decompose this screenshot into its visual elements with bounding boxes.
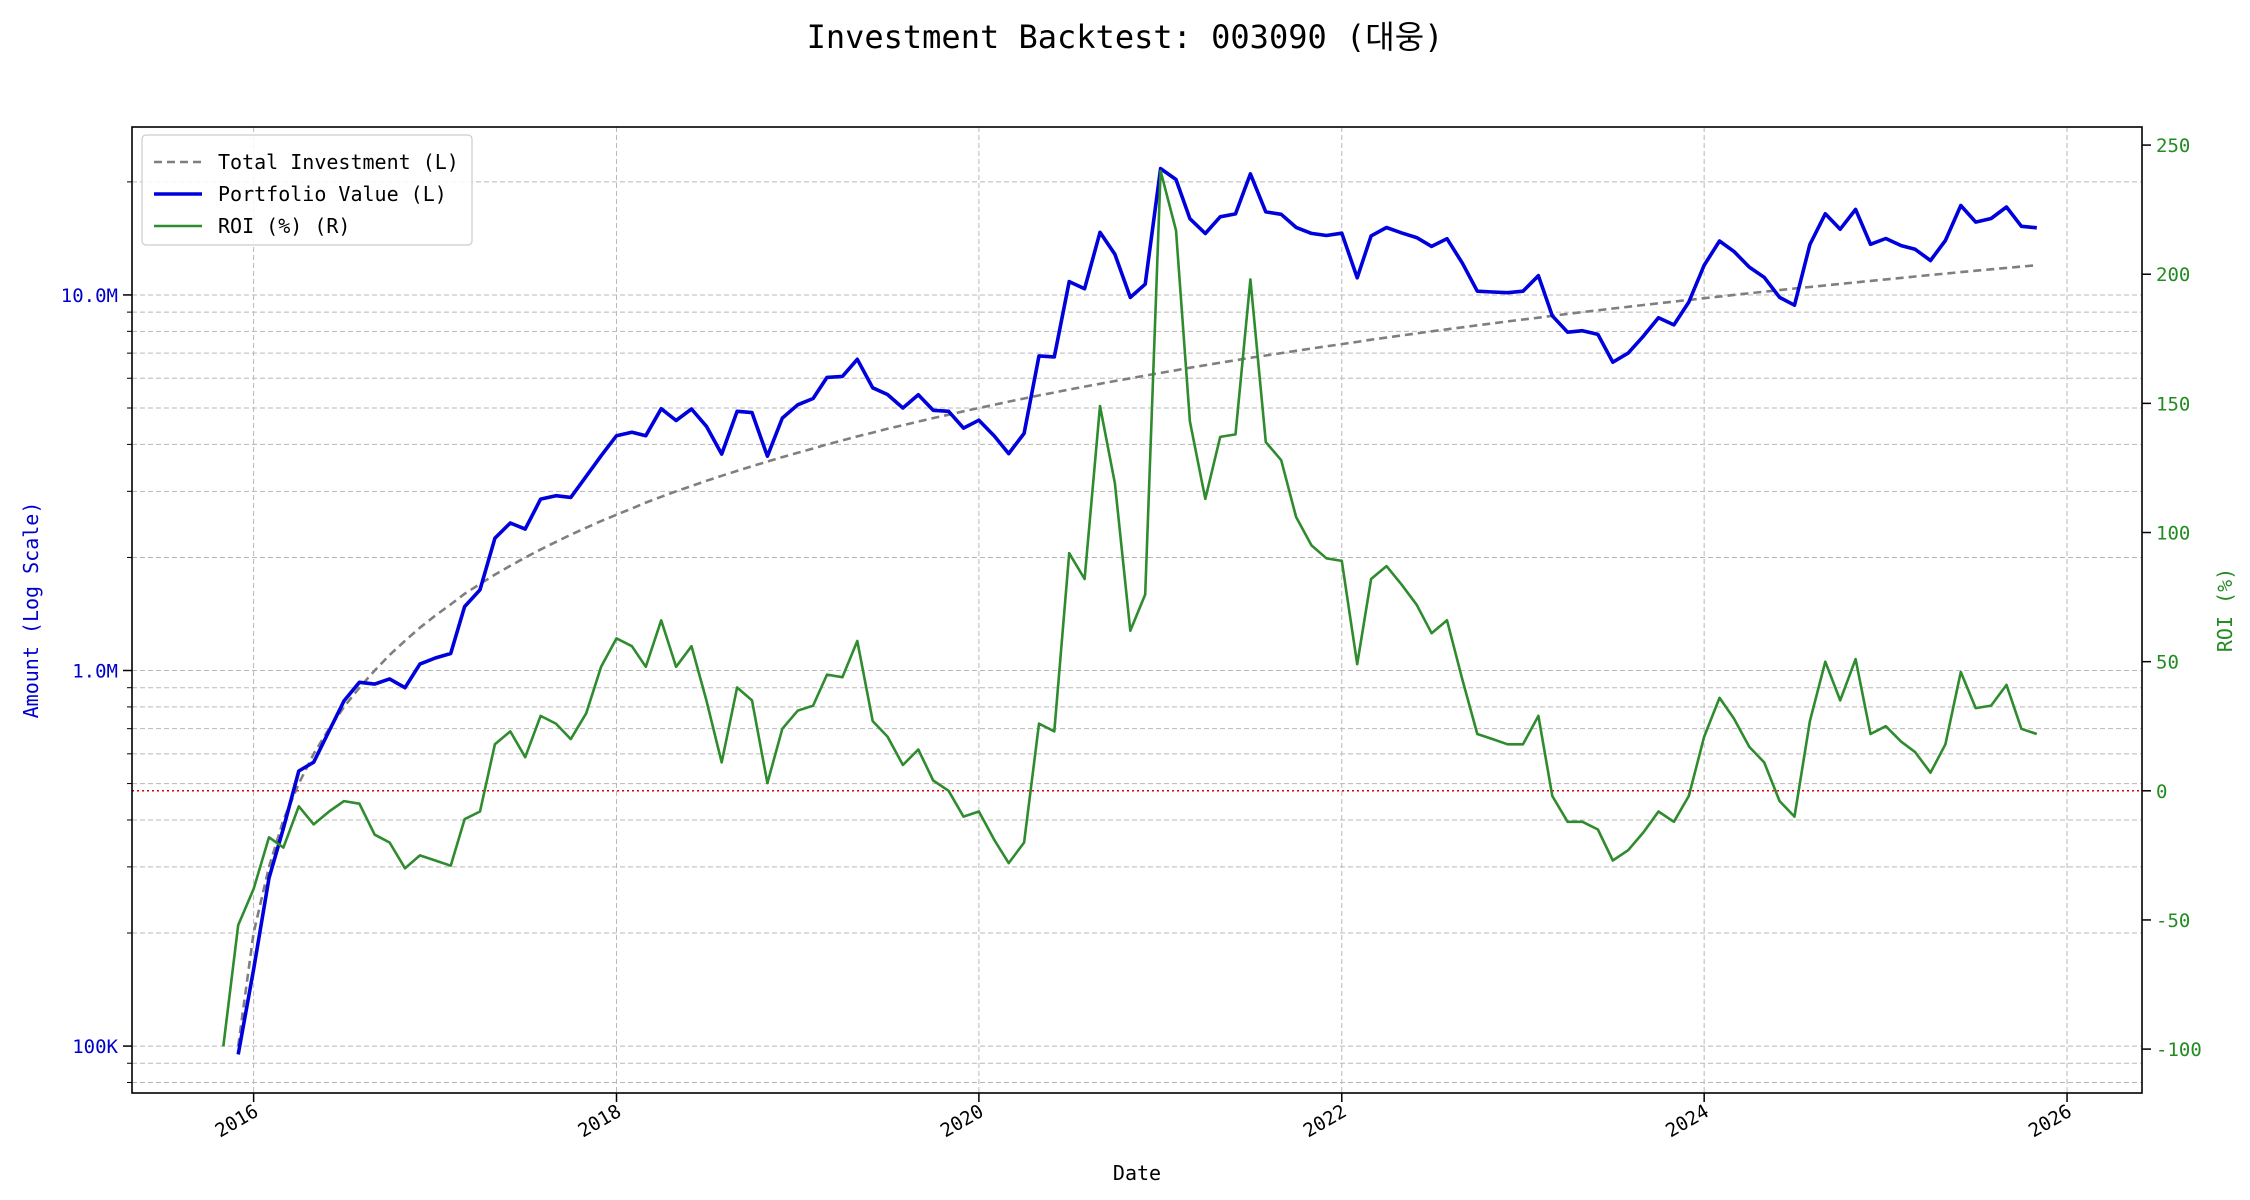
x-axis: 2016 2018 2020 2022 2024 2026	[211, 1093, 2076, 1142]
right-tick-label: 100	[2156, 523, 2190, 545]
x-tick-label: 2022	[1300, 1100, 1351, 1142]
legend-portfolio-value-label: Portfolio Value (L)	[218, 182, 447, 206]
x-tick-label: 2016	[211, 1100, 262, 1142]
x-tick-label: 2018	[574, 1100, 625, 1142]
series-layer	[222, 166, 2038, 1055]
legend: Total Investment (L) Portfolio Value (L) R…	[141, 134, 473, 246]
right-tick-label: -50	[2156, 910, 2190, 932]
legend-box	[141, 134, 473, 246]
legend-roi-label: ROI (%) (R)	[218, 214, 350, 238]
grid-layer	[132, 127, 2142, 1093]
right-tick-label: 150	[2156, 393, 2190, 415]
right-tick-label: 50	[2156, 652, 2179, 674]
roi-line	[222, 169, 2038, 1047]
x-axis-title: Date	[1113, 1161, 1161, 1185]
right-axis: -100 -50 0 50 100 150 200 250	[2142, 135, 2202, 1061]
x-tick-label: 2020	[937, 1100, 988, 1142]
right-axis-title: ROI (%)	[2213, 568, 2237, 652]
chart-title: Investment Backtest: 003090 (대웅)	[807, 18, 1444, 56]
left-tick-label: 1.0M	[72, 661, 118, 683]
left-axis: 100K 1.0M 10.0M	[61, 181, 132, 1083]
plot-frame	[131, 126, 2143, 1094]
x-tick-label: 2026	[2025, 1100, 2076, 1142]
right-tick-label: 250	[2156, 135, 2190, 157]
portfolio-value-line	[236, 166, 2037, 1055]
left-tick-label: 100K	[72, 1036, 118, 1058]
left-axis-title: Amount (Log Scale)	[19, 502, 43, 719]
x-tick-label: 2024	[1662, 1100, 1713, 1142]
right-tick-label: 200	[2156, 264, 2190, 286]
left-tick-label: 10.0M	[61, 285, 118, 307]
right-tick-label: 0	[2156, 781, 2167, 803]
total-investment-line	[236, 263, 2037, 1047]
legend-total-investment-label: Total Investment (L)	[218, 150, 459, 174]
right-tick-label: -100	[2156, 1039, 2202, 1061]
